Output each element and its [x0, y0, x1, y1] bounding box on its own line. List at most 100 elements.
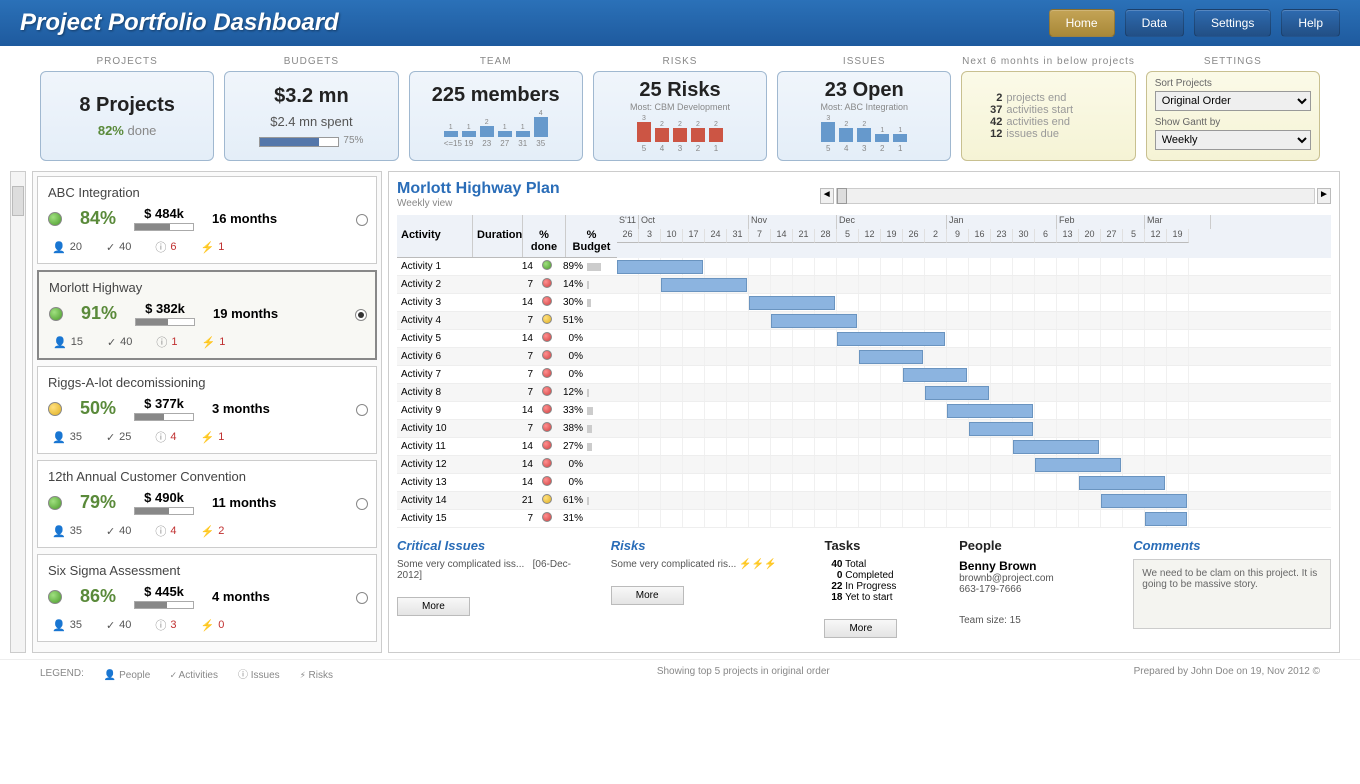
people-email: brownb@project.com	[959, 573, 1117, 584]
metric-activities: ✓ 40	[107, 336, 132, 349]
metric-people: 👤 35	[52, 525, 82, 538]
project-budget: $ 382k	[135, 301, 195, 316]
activity-status	[537, 422, 557, 435]
issues-more-button[interactable]: More	[397, 597, 470, 616]
project-card[interactable]: Morlott Highway 91% $ 382k 19 months 👤 1…	[37, 270, 377, 360]
people-name: Benny Brown	[959, 559, 1117, 573]
activity-name: Activity 11	[397, 441, 487, 452]
metric-issues: ⓘ 4	[155, 523, 176, 539]
risks-panel: Risks Some very complicated ris... ⚡⚡⚡ M…	[611, 538, 809, 638]
activity-duration: 7	[487, 369, 537, 380]
slider-left[interactable]: ◄	[820, 188, 834, 204]
data-button[interactable]: Data	[1125, 9, 1184, 37]
project-radio[interactable]	[356, 404, 368, 416]
project-radio[interactable]	[356, 592, 368, 604]
risks-most: Most: CBM Development	[630, 102, 730, 112]
gantt-bar[interactable]	[617, 260, 703, 274]
metric-people: 👤 35	[52, 431, 82, 444]
activity-duration: 7	[487, 351, 537, 362]
activity-status	[537, 314, 557, 327]
gantt-bar[interactable]	[1101, 494, 1187, 508]
gantt-bar[interactable]	[771, 314, 857, 328]
activity-budget	[587, 280, 617, 289]
gantt-bar[interactable]	[1145, 512, 1187, 526]
budgets-card[interactable]: $3.2 mn $2.4 mn spent 75%	[224, 71, 398, 161]
gantt-row: Activity 14 21 61%	[397, 492, 1331, 510]
gantt-row: Activity 2 7 14%	[397, 276, 1331, 294]
metric-issues: ⓘ 3	[155, 617, 176, 633]
project-card[interactable]: Riggs-A-lot decomissioning 50% $ 377k 3 …	[37, 366, 377, 454]
team-card[interactable]: 225 members 112114 <=151923273135	[409, 71, 583, 161]
detail-sub: Weekly view	[397, 198, 560, 209]
gantt-bar[interactable]	[969, 422, 1033, 436]
gantt-bar[interactable]	[837, 332, 945, 346]
scrollbar-vertical[interactable]	[10, 171, 26, 653]
project-card[interactable]: 12th Annual Customer Convention 79% $ 49…	[37, 460, 377, 548]
gantt-bar[interactable]	[903, 368, 967, 382]
project-radio[interactable]	[356, 498, 368, 510]
activity-duration: 14	[487, 333, 537, 344]
budget-progress	[134, 601, 194, 609]
project-card[interactable]: Six Sigma Assessment 86% $ 445k 4 months…	[37, 554, 377, 642]
gantt-bar[interactable]	[1035, 458, 1121, 472]
activity-name: Activity 3	[397, 297, 487, 308]
activity-budget	[587, 460, 617, 469]
gantt-bar[interactable]	[947, 404, 1033, 418]
activity-pct: 0%	[557, 333, 587, 344]
sort-label: Sort Projects	[1155, 78, 1311, 89]
tasks-panel: Tasks 40 Total0 Completed22 In Progress1…	[824, 538, 943, 638]
project-radio[interactable]	[355, 309, 367, 321]
activity-duration: 7	[487, 387, 537, 398]
activity-duration: 7	[487, 423, 537, 434]
projects-count: 8 Projects	[79, 94, 175, 117]
gantt-row: Activity 4 7 51%	[397, 312, 1331, 330]
home-button[interactable]: Home	[1049, 9, 1115, 37]
activity-budget	[587, 478, 617, 487]
gantt-row: Activity 6 7 0%	[397, 348, 1331, 366]
budget-progress	[134, 413, 194, 421]
metric-activities: ✓ 25	[106, 431, 131, 444]
activity-duration: 7	[487, 315, 537, 326]
risks-more-button[interactable]: More	[611, 586, 684, 605]
activity-name: Activity 9	[397, 405, 487, 416]
issues-card[interactable]: 23 Open Most: ABC Integration 32211 5432…	[777, 71, 951, 161]
gantt-bar[interactable]	[925, 386, 989, 400]
project-pct: 84%	[80, 208, 116, 229]
app-title: Project Portfolio Dashboard	[20, 9, 339, 37]
help-button[interactable]: Help	[1281, 9, 1340, 37]
gantt-bar[interactable]	[749, 296, 835, 310]
next6-card[interactable]: 2projects end37activities start42activit…	[961, 71, 1135, 161]
status-dot	[48, 402, 62, 416]
budgets-value: $3.2 mn	[274, 85, 348, 108]
col-pct: % done	[523, 215, 566, 257]
slider-right[interactable]: ►	[1317, 188, 1331, 204]
activity-status	[537, 404, 557, 417]
settings-button[interactable]: Settings	[1194, 9, 1271, 37]
metric-issues: ⓘ 6	[155, 239, 176, 255]
activity-pct: 31%	[557, 513, 587, 524]
project-radio[interactable]	[356, 214, 368, 226]
slider-thumb[interactable]	[837, 188, 847, 204]
gantt-slider: ◄ ►	[820, 180, 1331, 211]
copyright-icon: ©	[1313, 666, 1320, 677]
activity-budget	[587, 514, 617, 523]
project-pct: 91%	[81, 303, 117, 324]
project-card[interactable]: ABC Integration 84% $ 484k 16 months 👤 2…	[37, 176, 377, 264]
sort-select[interactable]: Original Order	[1155, 91, 1311, 111]
tasks-more-button[interactable]: More	[824, 619, 897, 638]
risks-card[interactable]: 25 Risks Most: CBM Development 32222 543…	[593, 71, 767, 161]
gantt-bar[interactable]	[661, 278, 747, 292]
project-name: 12th Annual Customer Convention	[48, 469, 366, 484]
activity-name: Activity 13	[397, 477, 487, 488]
gantt-bar[interactable]	[1079, 476, 1165, 490]
project-list: ABC Integration 84% $ 484k 16 months 👤 2…	[32, 171, 382, 653]
comments-text: We need to be clam on this project. It i…	[1133, 559, 1331, 629]
gantt-row: Activity 7 7 0%	[397, 366, 1331, 384]
projects-card[interactable]: 8 Projects 82% done	[40, 71, 214, 161]
slider-track[interactable]	[836, 188, 1315, 204]
gantt-bar[interactable]	[1013, 440, 1099, 454]
issues-card-label: ISSUES	[777, 56, 951, 67]
activity-status	[537, 260, 557, 273]
gantt-bar[interactable]	[859, 350, 923, 364]
gantt-select[interactable]: Weekly	[1155, 130, 1311, 150]
